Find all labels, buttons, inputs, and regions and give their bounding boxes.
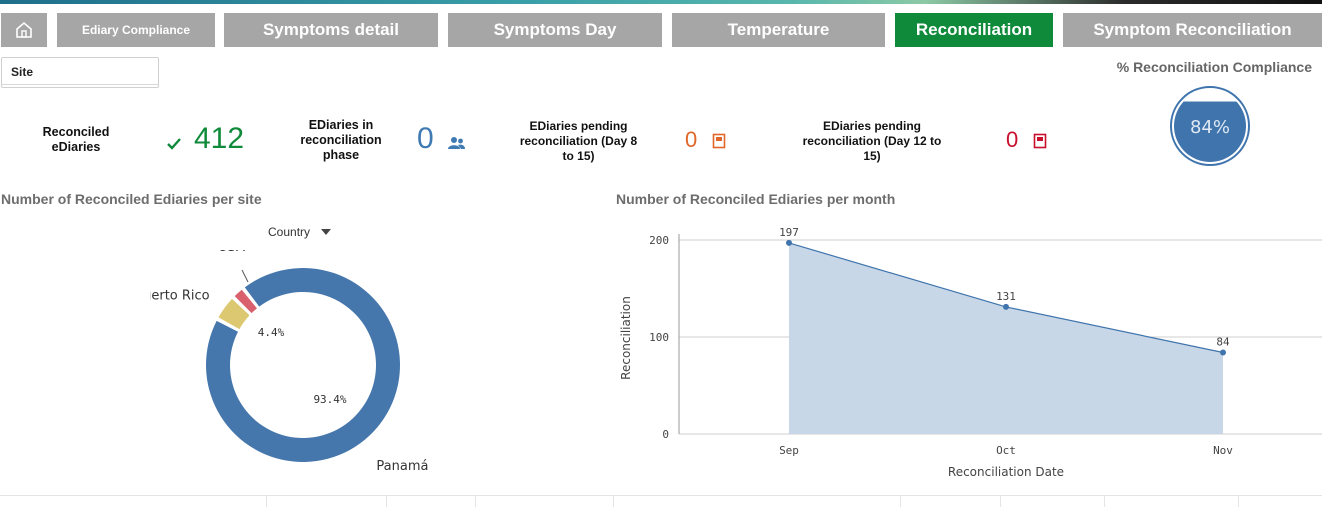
country-dimension-label: Country: [268, 225, 311, 239]
site-chart-title: Number of Reconciled Ediaries per site: [1, 191, 262, 207]
site-filter-label: Site: [11, 65, 34, 79]
donut-label-puerto-rico: Puerto Rico: [150, 289, 210, 304]
donut-label-panam-: Panamá: [376, 459, 428, 474]
table-header-divider: [0, 495, 1322, 496]
data-point[interactable]: [786, 239, 792, 246]
x-axis-label: Reconciliation Date: [948, 465, 1064, 479]
donut-slice-usa[interactable]: [234, 289, 257, 314]
data-point[interactable]: [1220, 349, 1226, 356]
kpi-in-phase-label: EDiaries in reconciliation phase: [300, 118, 382, 162]
y-axis-label: Reconciliation: [619, 296, 633, 380]
kpi-in-phase-value: 0: [417, 122, 434, 155]
donut-percent-puerto-rico: 4.4%: [258, 326, 285, 339]
data-label: 197: [779, 226, 799, 239]
donut-slice-puerto-rico[interactable]: [218, 298, 250, 330]
table-column-divider: [475, 496, 476, 507]
x-tick-label: Oct: [996, 444, 1016, 457]
area-fill: [789, 242, 1223, 434]
table-column-divider: [613, 496, 614, 507]
data-label: 84: [1216, 336, 1230, 349]
y-tick-label: 200: [649, 234, 669, 247]
x-tick-label: Sep: [779, 444, 799, 457]
kpi-reconciled-label: Reconciled eDiaries: [42, 125, 110, 154]
data-label: 131: [996, 290, 1016, 303]
month-chart-title: Number of Reconciled Ediaries per month: [616, 191, 896, 207]
home-button[interactable]: [1, 13, 47, 47]
book-icon: [1033, 133, 1047, 149]
area-chart: 0 100 200 197 Sep 131 Oct 84 Nov Reconciliation D…: [619, 226, 1322, 479]
country-dimension-dropdown[interactable]: Country: [268, 225, 332, 239]
check-icon: [167, 138, 181, 150]
table-column-divider: [1000, 496, 1001, 507]
tab-symptoms-day[interactable]: Symptoms Day: [448, 13, 662, 47]
compliance-value: 84%: [1190, 117, 1230, 138]
tab-temperature[interactable]: Temperature: [672, 13, 885, 47]
compliance-title: % Reconciliation Compliance: [1116, 59, 1312, 75]
kpi-reconciled-value: 412: [194, 122, 245, 155]
donut-label-usa: USA: [218, 250, 245, 255]
tab-symptom-reconciliation[interactable]: Symptom Reconciliation: [1063, 13, 1322, 47]
caret-down-icon: [321, 229, 332, 235]
kpi-pending-8-15-value: 0: [685, 127, 698, 152]
site-filter[interactable]: Site: [1, 57, 159, 88]
donut-chart: Panamá Puerto Rico USA 4.4% 93.4%: [150, 250, 428, 474]
tab-symptoms-detail[interactable]: Symptoms detail: [224, 13, 438, 47]
table-column-divider: [386, 496, 387, 507]
donut-slice-panam-[interactable]: [206, 268, 400, 463]
kpi-pending-12-15-label: EDiaries pending reconciliation (Day 12 …: [802, 119, 942, 163]
tab-reconciliation[interactable]: Reconciliation: [895, 13, 1053, 47]
y-tick-label: 100: [649, 331, 669, 344]
table-column-divider: [1238, 496, 1239, 507]
home-icon: [16, 21, 32, 38]
compliance-gauge: 84%: [1170, 86, 1250, 166]
users-icon: [448, 137, 465, 149]
table-column-divider: [266, 496, 267, 507]
kpi-pending-12-15-value: 0: [1006, 127, 1019, 152]
usa-leader-line: [241, 269, 249, 283]
compliance-gauge-fill: [1174, 101, 1246, 162]
y-tick-label: 0: [662, 428, 669, 441]
table-column-divider: [900, 496, 901, 507]
book-icon: [712, 133, 726, 149]
data-point[interactable]: [1003, 303, 1009, 310]
x-tick-label: Nov: [1213, 444, 1233, 457]
donut-percent-panama: 93.4%: [313, 393, 346, 406]
tab-ediary-compliance[interactable]: Ediary Compliance: [57, 13, 215, 47]
kpi-pending-8-15-label: EDiaries pending reconciliation (Day 8 t…: [519, 119, 638, 163]
table-column-divider: [1104, 496, 1105, 507]
top-accent-strip: [0, 0, 1322, 4]
